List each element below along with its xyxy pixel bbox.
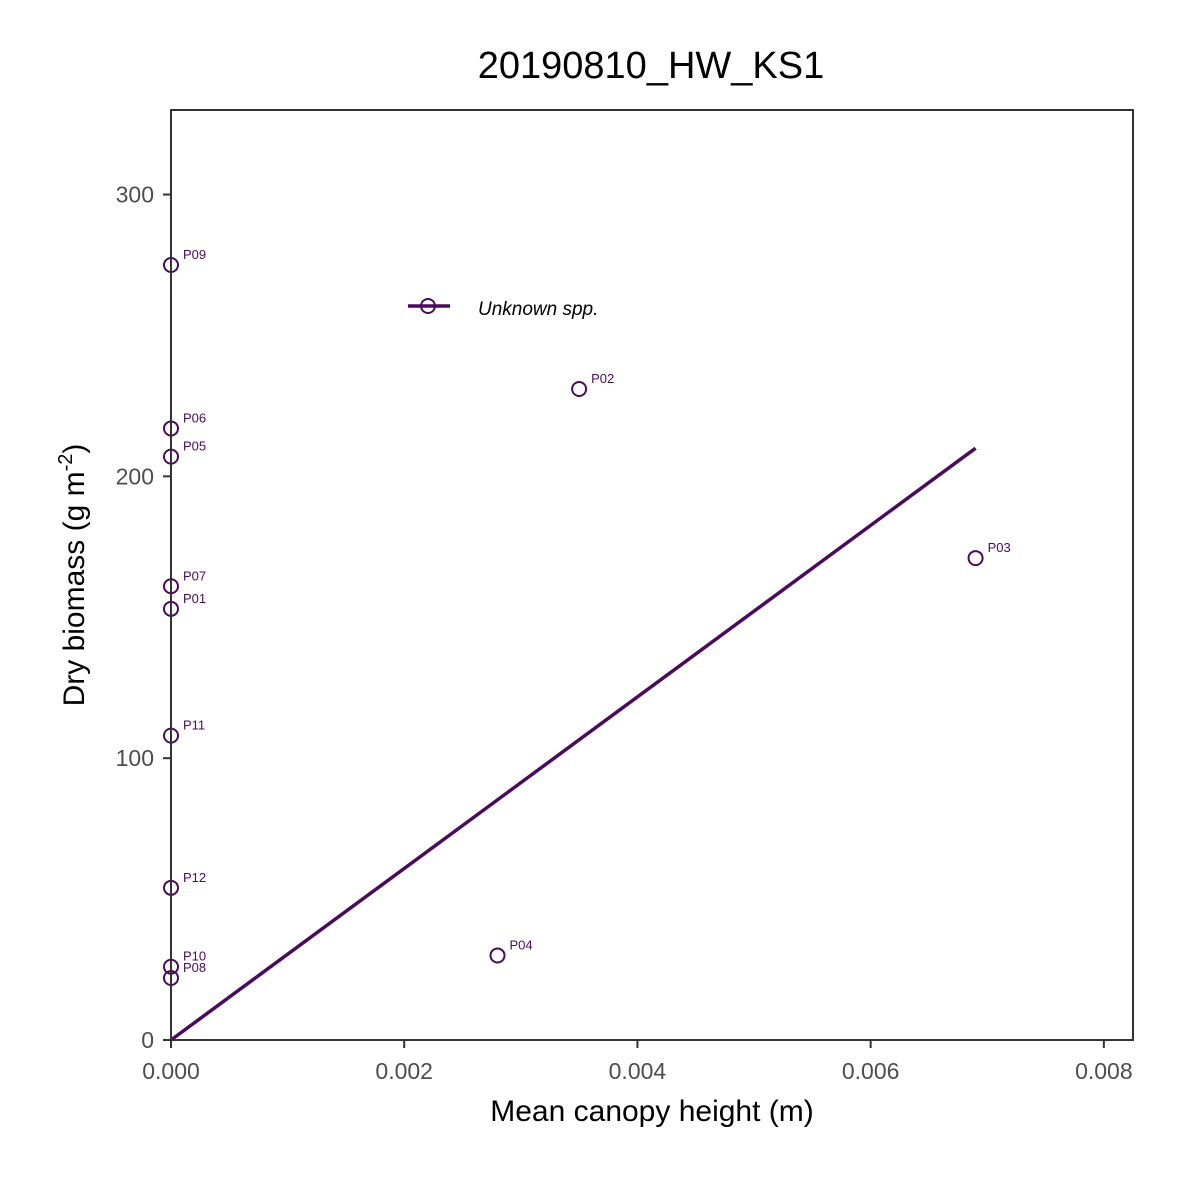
legend: Unknown spp. (408, 298, 598, 320)
point-label: P06 (183, 410, 206, 425)
y-tick-label: 0 (141, 1027, 154, 1053)
point-label: P03 (988, 540, 1011, 555)
point-label: P12 (183, 870, 206, 885)
legend-label: Unknown spp. (478, 299, 598, 320)
y-axis-title-close: ) (58, 444, 91, 454)
plot-panel-border (170, 109, 1134, 1041)
data-point (571, 381, 588, 397)
point-label: P05 (183, 439, 206, 454)
chart-title: 20190810_HW_KS1 (478, 45, 824, 87)
x-tick-label: 0.008 (1075, 1058, 1133, 1084)
data-point (489, 947, 506, 964)
y-tick-label: 100 (116, 745, 154, 771)
legend-point (420, 298, 436, 314)
y-tick-label: 300 (116, 182, 154, 208)
point-label: P01 (183, 591, 206, 606)
y-axis-title-base: Dry biomass (g m (58, 471, 91, 706)
point-label: P10 (183, 949, 206, 964)
point-label: P02 (591, 371, 614, 386)
x-axis-title: Mean canopy height (m) (490, 1095, 814, 1128)
point-label: P09 (183, 247, 206, 262)
x-tick-label: 0.006 (842, 1058, 900, 1084)
point-label: P11 (183, 718, 205, 733)
y-axis-title: Dry biomass (g m-2) (55, 444, 91, 707)
point-label: P07 (183, 568, 206, 583)
x-tick-label: 0.004 (609, 1058, 667, 1084)
data-point (967, 550, 984, 567)
point-label: P04 (509, 937, 532, 952)
x-tick-label: 0.002 (375, 1058, 433, 1084)
x-tick-label: 0.000 (142, 1058, 200, 1084)
point-label: P08 (183, 960, 206, 975)
fit-line (169, 446, 977, 1042)
y-axis-title-superscript: -2 (55, 454, 77, 472)
y-tick-label: 200 (116, 463, 154, 489)
